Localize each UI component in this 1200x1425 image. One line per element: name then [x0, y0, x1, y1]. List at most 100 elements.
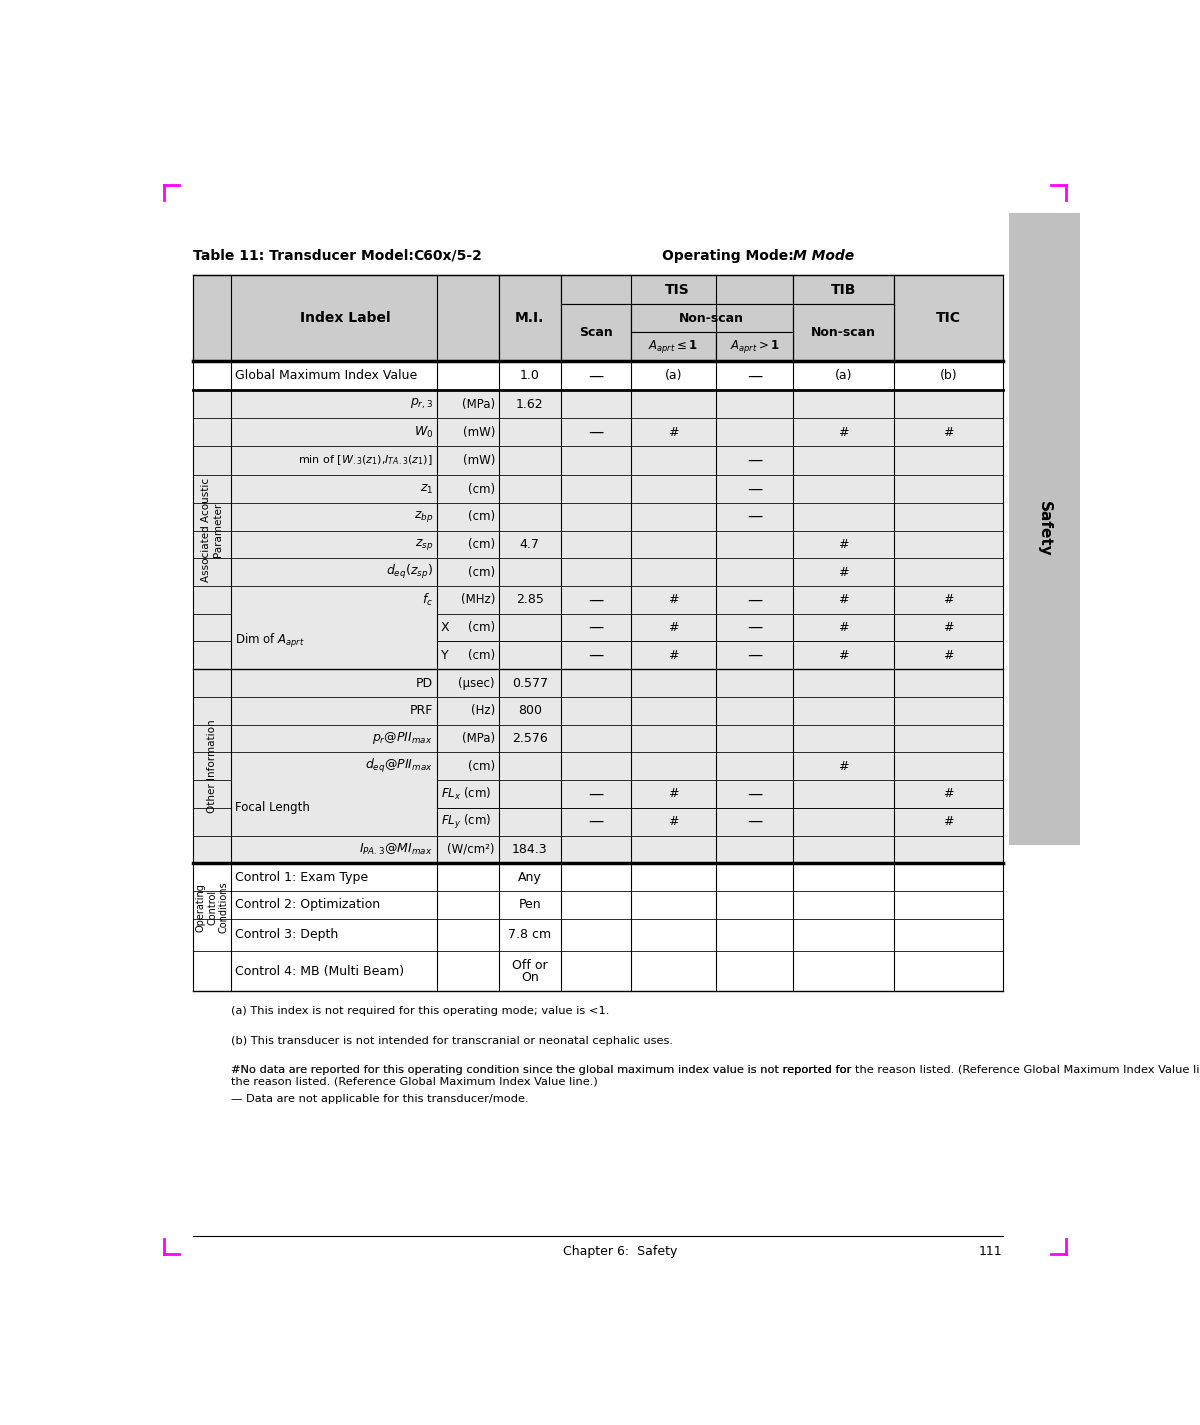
- Text: —: —: [746, 593, 762, 607]
- Text: —: —: [588, 368, 604, 383]
- Text: #: #: [668, 815, 678, 828]
- Text: Chapter 6:  Safety: Chapter 6: Safety: [563, 1245, 677, 1258]
- Text: $p_r$@$PII_{max}$: $p_r$@$PII_{max}$: [372, 731, 433, 747]
- Text: #: #: [668, 426, 678, 439]
- Text: —: —: [746, 482, 762, 496]
- Text: (MPa): (MPa): [462, 732, 494, 745]
- Bar: [193, 950, 1002, 990]
- Text: Control 4: MB (Multi Beam): Control 4: MB (Multi Beam): [235, 965, 404, 978]
- Text: Off or: Off or: [512, 959, 547, 972]
- Text: 4.7: 4.7: [520, 539, 540, 551]
- Bar: [193, 670, 1002, 697]
- Text: M.I.: M.I.: [515, 311, 545, 325]
- Text: Safety: Safety: [1037, 502, 1052, 557]
- Text: #: #: [943, 593, 954, 607]
- Text: C60x/5-2: C60x/5-2: [414, 249, 482, 262]
- Text: 2.85: 2.85: [516, 593, 544, 607]
- Text: —: —: [588, 648, 604, 663]
- Text: $z_1$: $z_1$: [420, 483, 433, 496]
- Text: #No data are reported for this operating condition since the global maximum inde: #No data are reported for this operating…: [232, 1064, 1200, 1074]
- Bar: [193, 503, 1002, 530]
- Bar: [193, 891, 1002, 919]
- Text: X: X: [440, 621, 449, 634]
- Bar: [193, 275, 499, 361]
- Text: #: #: [943, 648, 954, 661]
- Text: M Mode: M Mode: [793, 249, 854, 262]
- Text: —: —: [746, 453, 762, 467]
- Text: TIS: TIS: [665, 282, 689, 296]
- Text: On: On: [521, 970, 539, 983]
- Text: (cm): (cm): [468, 621, 494, 634]
- Text: (cm): (cm): [468, 539, 494, 551]
- Text: 1.0: 1.0: [520, 369, 540, 382]
- Text: —: —: [588, 787, 604, 801]
- Text: $z_{bp}$: $z_{bp}$: [414, 509, 433, 524]
- Bar: [232, 614, 437, 670]
- Text: (W/cm²): (W/cm²): [448, 842, 494, 856]
- Text: —: —: [588, 425, 604, 439]
- Text: $p_{r,3}$: $p_{r,3}$: [410, 398, 433, 412]
- Text: —: —: [588, 620, 604, 636]
- Text: $W_0$: $W_0$: [414, 425, 433, 439]
- Text: #: #: [839, 566, 848, 579]
- Text: (MPa): (MPa): [462, 398, 494, 410]
- Text: PRF: PRF: [409, 704, 433, 717]
- Text: Focal Length: Focal Length: [235, 801, 310, 814]
- Text: #: #: [943, 426, 954, 439]
- Text: #: #: [839, 621, 848, 634]
- Text: PD: PD: [415, 677, 433, 690]
- Text: —: —: [746, 787, 762, 801]
- Text: #: #: [839, 539, 848, 551]
- Text: 2.576: 2.576: [512, 732, 547, 745]
- Text: (cm): (cm): [468, 648, 494, 661]
- Bar: [193, 418, 1002, 446]
- Text: #: #: [943, 788, 954, 801]
- Bar: [193, 864, 1002, 891]
- Bar: [1009, 214, 1080, 845]
- Text: Other Information: Other Information: [208, 720, 217, 814]
- Text: (a): (a): [835, 369, 852, 382]
- Bar: [793, 275, 894, 304]
- Text: 111: 111: [979, 1245, 1002, 1258]
- Text: TIB: TIB: [830, 282, 857, 296]
- Text: —: —: [746, 368, 762, 383]
- Bar: [193, 530, 1002, 559]
- Text: #: #: [839, 593, 848, 607]
- Text: $A_{aprt}$$>$1: $A_{aprt}$$>$1: [730, 338, 779, 355]
- Bar: [193, 446, 1002, 475]
- Bar: [232, 779, 437, 835]
- Text: —: —: [588, 593, 604, 607]
- Text: — Data are not applicable for this transducer/mode.: — Data are not applicable for this trans…: [232, 1094, 529, 1104]
- Text: $f_c$: $f_c$: [421, 591, 433, 608]
- Bar: [193, 390, 1002, 418]
- Text: min of [$W_{.3}(z_1)$,$I_{TA.3}(z_1)$]: min of [$W_{.3}(z_1)$,$I_{TA.3}(z_1)$]: [299, 453, 433, 467]
- Text: (mW): (mW): [462, 455, 494, 467]
- Bar: [193, 779, 1002, 808]
- Text: (b): (b): [940, 369, 958, 382]
- Bar: [630, 304, 793, 332]
- Text: #: #: [839, 426, 848, 439]
- Text: —: —: [746, 509, 762, 524]
- Text: (μsec): (μsec): [458, 677, 494, 690]
- Bar: [560, 275, 793, 304]
- Text: (a) This index is not required for this operating mode; value is <1.: (a) This index is not required for this …: [232, 1006, 610, 1016]
- Text: Operating
Control
Conditions: Operating Control Conditions: [196, 881, 228, 933]
- Text: (cm): (cm): [468, 510, 494, 523]
- Bar: [193, 835, 1002, 864]
- Text: #: #: [668, 648, 678, 661]
- Text: (cm): (cm): [468, 483, 494, 496]
- Bar: [193, 559, 1002, 586]
- Text: 184.3: 184.3: [512, 842, 547, 856]
- Text: (cm): (cm): [468, 566, 494, 579]
- Text: $z_{sp}$: $z_{sp}$: [414, 537, 433, 551]
- Bar: [193, 919, 1002, 950]
- Text: Any: Any: [518, 871, 541, 884]
- Text: Non-scan: Non-scan: [679, 312, 744, 325]
- Text: $d_{eq}$@$PII_{max}$: $d_{eq}$@$PII_{max}$: [365, 757, 433, 775]
- Bar: [715, 332, 793, 361]
- Text: #: #: [839, 760, 848, 772]
- Text: (cm): (cm): [468, 760, 494, 772]
- Text: Control 2: Optimization: Control 2: Optimization: [235, 898, 380, 912]
- Text: (b) This transducer is not intended for transcranial or neonatal cephalic uses.: (b) This transducer is not intended for …: [232, 1036, 673, 1046]
- Bar: [793, 304, 894, 361]
